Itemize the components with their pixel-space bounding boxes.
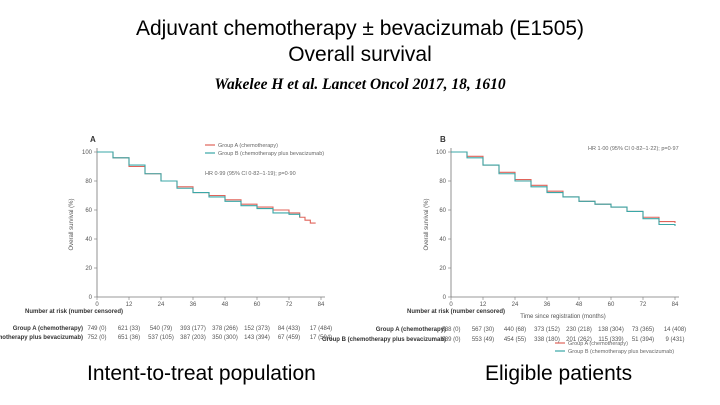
x-tick-label: 48 <box>222 302 229 308</box>
y-tick-label: 80 <box>85 179 92 185</box>
risk-table-cell: 749 (0) <box>87 326 106 332</box>
x-tick-label: 0 <box>449 302 453 308</box>
y-axis-label: Overall survival (%) <box>424 198 430 250</box>
risk-table-cell: 67 (459) <box>278 335 300 341</box>
y-tick-label: 20 <box>439 266 446 272</box>
x-tick-label: 36 <box>190 302 197 308</box>
caption-eligible: Eligible patients <box>485 362 633 385</box>
risk-table-cell: 230 (218) <box>566 327 592 333</box>
x-tick-label: 84 <box>672 302 679 308</box>
y-tick-label: 100 <box>436 150 447 156</box>
km-curve-group-b <box>97 151 301 218</box>
risk-table-cell: 553 (49) <box>472 337 494 343</box>
legend-entry: Group A (chemotherapy) <box>568 341 628 347</box>
risk-table-cell: 84 (433) <box>278 326 300 332</box>
risk-table-header: Number at risk (number censored) <box>25 309 123 315</box>
risk-table-cell: 540 (79) <box>150 326 172 332</box>
km-panel-a: A 0 20 40 60 80 100 0 12 24 36 48 60 72 84 Overall surv… <box>0 135 332 341</box>
risk-table-row-label: Group A (chemotherapy) <box>13 326 83 332</box>
hazard-ratio-annotation: HR 0·99 (95% CI 0·82–1·19); p=0·90 <box>205 171 296 177</box>
hazard-ratio-annotation: HR 1·00 (95% CI 0·82–1·22); p=0·97 <box>588 146 679 152</box>
risk-table-cell: 373 (152) <box>534 327 560 333</box>
citation: Wakelee H et al. Lancet Oncol 2017, 18, … <box>214 76 506 93</box>
risk-table-cell: 73 (365) <box>632 327 654 333</box>
y-tick-label: 20 <box>85 266 92 272</box>
x-tick-label: 24 <box>512 302 519 308</box>
y-tick-label: 80 <box>439 179 446 185</box>
risk-table-cell: 567 (30) <box>472 327 494 333</box>
y-tick-label: 0 <box>89 295 93 301</box>
risk-table-cell: 115 (339) <box>598 337 623 343</box>
panel-label: B <box>440 135 446 144</box>
legend-entry: Group A (chemotherapy) <box>218 143 278 149</box>
risk-table-cell: 14 (408) <box>664 327 686 333</box>
x-tick-label: 72 <box>286 302 293 308</box>
x-tick-label: 60 <box>254 302 261 308</box>
km-panel-b: B 0 20 40 60 80 100 0 12 24 36 48 60 72 84 Overall surv… <box>322 135 686 355</box>
y-tick-label: 60 <box>85 208 92 214</box>
risk-table-cell: 440 (68) <box>504 327 526 333</box>
risk-table-cell: 454 (55) <box>504 337 526 343</box>
x-tick-label: 12 <box>480 302 487 308</box>
risk-table-cell: 537 (105) <box>148 335 174 341</box>
km-curve-group-a <box>451 151 676 224</box>
slide-title-line1: Adjuvant chemotherapy ± bevacizumab (E15… <box>135 17 585 40</box>
caption-itt: Intent-to-treat population <box>87 362 316 385</box>
risk-table-cell: 17 (504) <box>310 335 332 341</box>
risk-table-cell: 638 (0) <box>441 327 460 333</box>
km-curve-group-b <box>451 151 676 226</box>
x-tick-label: 72 <box>640 302 647 308</box>
y-tick-label: 100 <box>82 150 93 156</box>
y-tick-label: 0 <box>443 295 447 301</box>
risk-table-cell: 17 (484) <box>310 326 332 332</box>
x-tick-label: 60 <box>608 302 615 308</box>
panel-label: A <box>90 135 96 144</box>
risk-table-cell: 350 (300) <box>212 335 238 341</box>
legend-entry: Group B (chemotherapy plus bevacizumab) <box>568 349 674 355</box>
risk-table-cell: 201 (262) <box>566 337 592 343</box>
risk-table-cell: 621 (33) <box>118 326 140 332</box>
risk-table-cell: 51 (394) <box>632 337 654 343</box>
risk-table-header: Number at risk (number censored) <box>407 309 505 315</box>
x-tick-label: 12 <box>126 302 133 308</box>
risk-table-row-label: Group A (chemotherapy) <box>376 327 446 333</box>
risk-table-cell: 9 (431) <box>665 337 684 343</box>
risk-table-cell: 338 (180) <box>534 337 560 343</box>
y-tick-label: 40 <box>85 237 92 243</box>
y-tick-label: 60 <box>439 208 446 214</box>
risk-table-cell: 138 (304) <box>598 327 624 333</box>
x-tick-label: 0 <box>95 302 99 308</box>
risk-table-row-label: Group B (chemotherapy plus bevacizumab) <box>0 335 83 341</box>
y-axis-label: Overall survival (%) <box>69 198 75 250</box>
legend-entry: Group B (chemotherapy plus bevacizumab) <box>218 151 324 157</box>
x-tick-label: 24 <box>158 302 165 308</box>
slide-title-line2: Overall survival <box>288 43 432 66</box>
risk-table-cell: 378 (266) <box>212 326 238 332</box>
risk-table-cell: 393 (177) <box>180 326 206 332</box>
risk-table-cell: 639 (0) <box>441 337 460 343</box>
x-tick-label: 84 <box>318 302 325 308</box>
risk-table-cell: 752 (0) <box>87 335 106 341</box>
x-tick-label: 48 <box>576 302 583 308</box>
risk-table-cell: 651 (36) <box>118 335 140 341</box>
x-tick-label: 36 <box>544 302 551 308</box>
risk-table-cell: 387 (203) <box>180 335 206 341</box>
risk-table-row-label: Group B (chemotherapy plus bevacizumab) <box>322 337 446 343</box>
y-tick-label: 40 <box>439 237 446 243</box>
risk-table-cell: 143 (394) <box>244 335 270 341</box>
risk-table-cell: 152 (373) <box>244 326 270 332</box>
x-axis-label: Time since registration (months) <box>520 314 605 320</box>
